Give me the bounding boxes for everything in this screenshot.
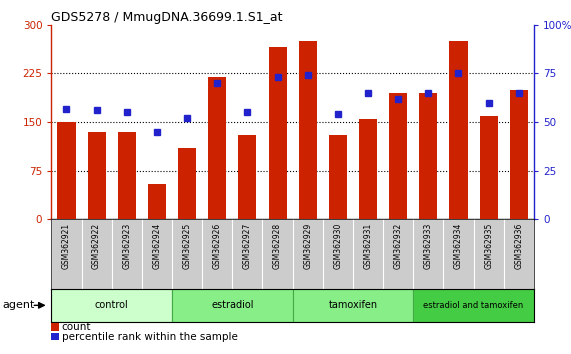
Text: GSM362931: GSM362931: [364, 223, 372, 269]
Bar: [359, 119, 377, 219]
Bar: [87, 132, 106, 219]
Text: GSM362922: GSM362922: [92, 223, 101, 269]
Bar: [292, 289, 413, 322]
Text: percentile rank within the sample: percentile rank within the sample: [62, 332, 238, 342]
Bar: [329, 135, 347, 219]
Bar: [449, 41, 468, 219]
Text: GDS5278 / MmugDNA.36699.1.S1_at: GDS5278 / MmugDNA.36699.1.S1_at: [51, 11, 283, 24]
Bar: [238, 135, 256, 219]
Text: GSM362928: GSM362928: [273, 223, 282, 269]
Text: GSM362933: GSM362933: [424, 223, 433, 269]
Bar: [58, 122, 75, 219]
Text: count: count: [62, 322, 91, 332]
Text: GSM362929: GSM362929: [303, 223, 312, 269]
Bar: [172, 289, 293, 322]
Text: GSM362924: GSM362924: [152, 223, 162, 269]
Bar: [510, 90, 528, 219]
Text: GSM362930: GSM362930: [333, 223, 343, 269]
Text: GSM362934: GSM362934: [454, 223, 463, 269]
Text: estradiol and tamoxifen: estradiol and tamoxifen: [424, 301, 524, 310]
Text: estradiol: estradiol: [211, 300, 254, 310]
Text: control: control: [95, 300, 128, 310]
Bar: [148, 184, 166, 219]
Bar: [480, 116, 498, 219]
Bar: [268, 47, 287, 219]
Bar: [178, 148, 196, 219]
Text: GSM362936: GSM362936: [514, 223, 523, 269]
Text: GSM362926: GSM362926: [213, 223, 222, 269]
Text: tamoxifen: tamoxifen: [328, 300, 377, 310]
Text: agent: agent: [3, 300, 35, 310]
Bar: [413, 289, 534, 322]
Bar: [51, 289, 172, 322]
Text: GSM362927: GSM362927: [243, 223, 252, 269]
Bar: [299, 41, 317, 219]
Text: GSM362921: GSM362921: [62, 223, 71, 269]
Text: GSM362935: GSM362935: [484, 223, 493, 269]
Bar: [419, 93, 437, 219]
Bar: [118, 132, 136, 219]
Text: GSM362932: GSM362932: [393, 223, 403, 269]
Text: GSM362925: GSM362925: [183, 223, 192, 269]
Text: GSM362923: GSM362923: [122, 223, 131, 269]
Bar: [208, 77, 226, 219]
Bar: [389, 93, 407, 219]
